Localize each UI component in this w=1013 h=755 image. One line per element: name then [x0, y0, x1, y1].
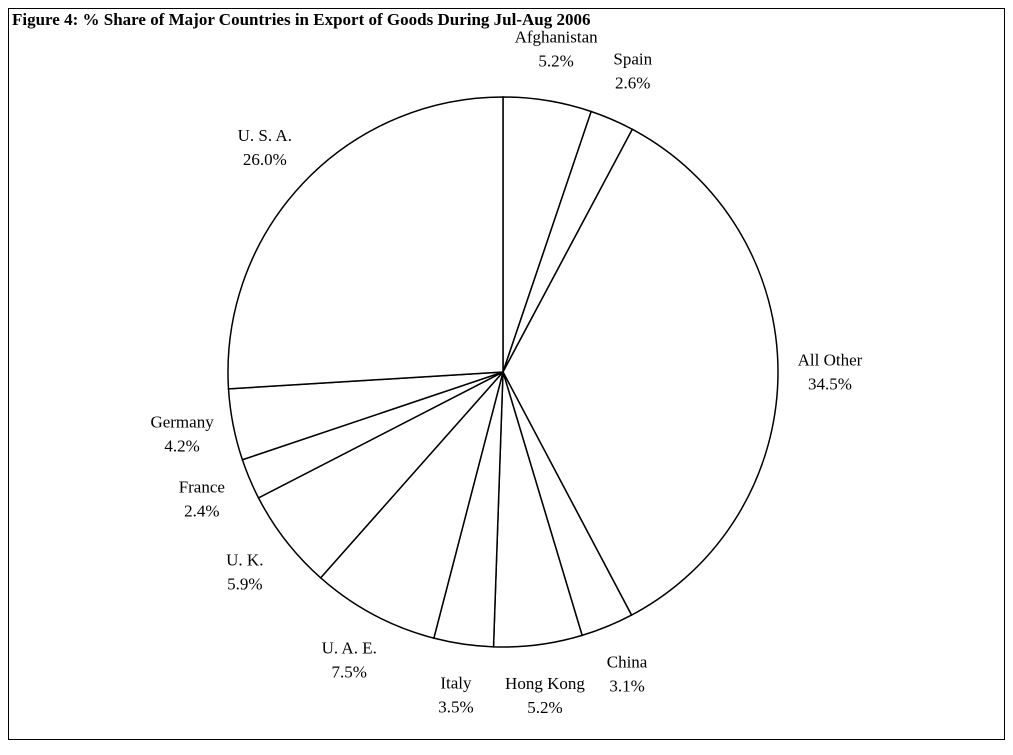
pie-slice	[319, 371, 504, 640]
slice-label: Germany	[150, 413, 214, 432]
slice-value-label: 2.6%	[615, 74, 650, 93]
slice-value-label: 3.1%	[609, 676, 644, 695]
slice-value-label: 2.4%	[184, 501, 219, 520]
slice-label: Hong Kong	[505, 674, 585, 693]
slice-value-label: 34.5%	[808, 374, 852, 393]
slice-label: All Other	[798, 350, 863, 369]
slice-value-label: 5.2%	[527, 698, 562, 717]
slice-label: Afghanistan	[515, 27, 599, 46]
slice-label: Spain	[613, 50, 652, 69]
slice-label: China	[607, 652, 648, 671]
slice-label: Italy	[440, 674, 472, 693]
chart-title: Figure 4: % Share of Major Countries in …	[12, 10, 591, 29]
slice-value-label: 26.0%	[243, 150, 287, 169]
slice-value-label: 3.5%	[438, 698, 473, 717]
pie-slice	[502, 128, 779, 617]
slice-value-label: 7.5%	[332, 662, 367, 681]
slice-value-label: 5.2%	[538, 51, 573, 70]
slice-value-label: 4.2%	[164, 437, 199, 456]
slice-label: U. A. E.	[322, 638, 377, 657]
slice-value-label: 5.9%	[227, 575, 262, 594]
slice-label: U. K.	[226, 551, 263, 570]
slice-label: U. S. A.	[238, 126, 292, 145]
pie-slice	[227, 96, 504, 390]
slice-label: France	[179, 477, 225, 496]
